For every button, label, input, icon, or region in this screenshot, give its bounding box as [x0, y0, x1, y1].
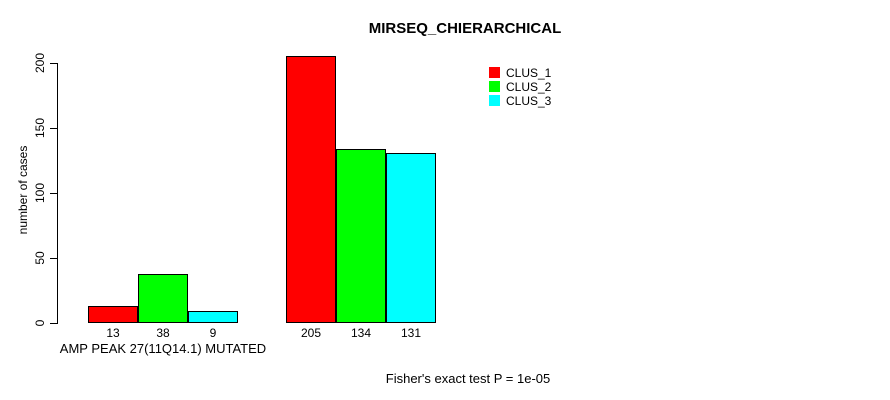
y-axis-tick-label: 200 — [33, 52, 47, 74]
x-axis-group-label: AMP PEAK 27(11Q14.1) MUTATED — [59, 341, 267, 356]
y-axis-tick-mark — [50, 62, 57, 64]
legend-entry: CLUS_2 — [489, 79, 552, 94]
y-axis-line — [57, 63, 58, 324]
chart-title: MIRSEQ_CHIERARCHICAL — [368, 20, 562, 37]
bar-clus_3-group1 — [188, 311, 238, 323]
y-axis-tick-label: 150 — [33, 117, 47, 139]
bar-value-label: 38 — [156, 326, 170, 340]
bar-clus_1-group1 — [88, 306, 138, 323]
legend-swatch-icon — [489, 81, 500, 92]
legend: CLUS_1 CLUS_2 CLUS_3 — [489, 66, 551, 108]
legend-label: CLUS_1 — [506, 65, 552, 80]
y-axis-tick-label: 0 — [33, 319, 47, 327]
legend-swatch-icon — [489, 95, 500, 106]
bar-value-label: 134 — [350, 326, 372, 340]
legend-label: CLUS_2 — [506, 79, 552, 94]
y-axis-tick-mark — [50, 322, 57, 324]
bar-value-label: 13 — [106, 326, 120, 340]
y-axis-tick-mark — [50, 192, 57, 194]
y-axis-tick-mark — [50, 257, 57, 259]
bar-clus_3-group2 — [386, 153, 436, 323]
y-axis-tick-label: 100 — [33, 182, 47, 204]
bar-value-label: 131 — [400, 326, 422, 340]
legend-swatch-icon — [489, 67, 500, 78]
bar-clus_2-group2 — [336, 149, 386, 323]
y-axis-tick-mark — [50, 127, 57, 129]
y-axis-tick-label: 50 — [33, 251, 47, 265]
bar-clus_1-group2 — [286, 56, 336, 323]
bar-clus_2-group1 — [138, 274, 188, 323]
bar-value-label: 205 — [300, 326, 322, 340]
bar-value-label: 9 — [209, 326, 217, 340]
y-axis-label: number of cases — [16, 145, 30, 235]
annotation-text: Fisher's exact test P = 1e-05 — [385, 371, 551, 386]
legend-entry: CLUS_1 — [489, 65, 552, 80]
legend-label: CLUS_3 — [506, 93, 552, 108]
legend-entry: CLUS_3 — [489, 93, 552, 108]
